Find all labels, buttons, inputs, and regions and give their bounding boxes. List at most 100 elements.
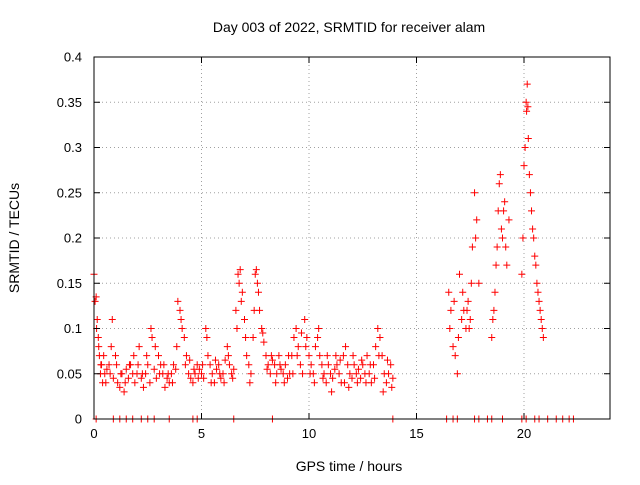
data-point <box>348 374 356 382</box>
data-point <box>499 234 506 242</box>
data-point <box>289 370 297 378</box>
data-point <box>191 370 199 378</box>
data-point <box>130 352 138 360</box>
data-point <box>233 325 241 332</box>
data-point <box>339 352 347 360</box>
data-point <box>120 388 128 396</box>
data-point <box>151 343 159 351</box>
data-point <box>190 365 198 373</box>
data-point <box>464 297 472 305</box>
data-point <box>206 361 214 369</box>
data-point <box>95 343 103 351</box>
data-point <box>97 361 105 369</box>
data-point <box>350 361 358 369</box>
data-point <box>466 315 474 323</box>
data-point <box>279 370 287 378</box>
data-point <box>383 356 391 364</box>
data-point <box>220 379 228 387</box>
data-point <box>446 325 454 332</box>
data-point <box>108 315 116 323</box>
data-point <box>144 361 152 369</box>
y-tick-label: 0.3 <box>64 140 82 155</box>
data-points <box>90 80 577 423</box>
data-point <box>294 343 302 351</box>
data-point <box>93 315 101 323</box>
data-point <box>500 207 508 215</box>
data-point <box>225 361 233 369</box>
x-axis-label: GPS time / hours <box>296 458 403 474</box>
data-point <box>328 388 336 396</box>
data-point <box>238 288 246 296</box>
data-point <box>112 352 119 360</box>
data-point <box>454 334 462 342</box>
data-point <box>387 361 395 369</box>
data-point <box>251 270 259 278</box>
data-point <box>138 370 146 378</box>
data-point <box>106 370 114 378</box>
data-point <box>182 352 190 360</box>
data-point <box>489 315 497 323</box>
data-point <box>503 261 511 269</box>
data-point <box>354 365 362 373</box>
data-point <box>502 243 510 251</box>
data-point <box>376 334 384 342</box>
x-tick-label: 5 <box>198 426 205 441</box>
data-point <box>459 288 467 296</box>
data-point <box>263 365 271 373</box>
data-point <box>161 383 169 391</box>
data-point <box>536 306 544 314</box>
data-point <box>277 365 285 373</box>
data-point <box>497 225 505 233</box>
data-point <box>211 356 219 364</box>
data-point <box>465 325 473 332</box>
data-point <box>232 306 240 314</box>
data-point <box>105 361 113 369</box>
data-point <box>523 80 531 88</box>
data-point <box>234 270 242 278</box>
data-point <box>336 356 344 364</box>
data-point <box>349 352 357 360</box>
data-point <box>217 374 225 382</box>
data-point <box>180 334 188 342</box>
data-point <box>335 370 343 378</box>
data-point <box>272 379 280 387</box>
data-point <box>451 352 459 360</box>
data-point <box>530 234 538 242</box>
data-point <box>150 365 158 373</box>
data-point <box>221 356 229 364</box>
data-point <box>315 325 323 332</box>
data-point <box>388 383 396 391</box>
data-point <box>94 334 102 342</box>
data-point <box>292 325 300 332</box>
data-point <box>134 361 142 369</box>
data-point <box>245 361 253 369</box>
data-point <box>293 352 301 360</box>
data-point <box>253 279 261 287</box>
data-point <box>359 361 367 369</box>
data-point <box>344 361 352 369</box>
data-point <box>275 352 283 360</box>
data-point <box>228 370 236 378</box>
data-point <box>526 189 534 197</box>
data-point <box>531 252 539 260</box>
data-point <box>284 374 291 382</box>
data-point <box>523 107 531 115</box>
data-point <box>223 343 231 351</box>
data-point <box>353 379 361 387</box>
data-point <box>243 352 251 360</box>
data-point <box>194 374 202 382</box>
y-axis-label: SRMTID / TECUs <box>6 183 22 293</box>
data-point <box>333 361 341 369</box>
data-point <box>524 103 532 111</box>
data-point <box>199 361 207 369</box>
data-point <box>186 356 194 364</box>
data-point <box>468 243 476 251</box>
data-point <box>305 352 313 360</box>
data-point <box>259 329 267 337</box>
data-point <box>107 343 115 351</box>
data-point <box>302 343 310 351</box>
data-point <box>160 361 168 369</box>
data-point <box>505 216 513 224</box>
data-point <box>495 180 503 188</box>
